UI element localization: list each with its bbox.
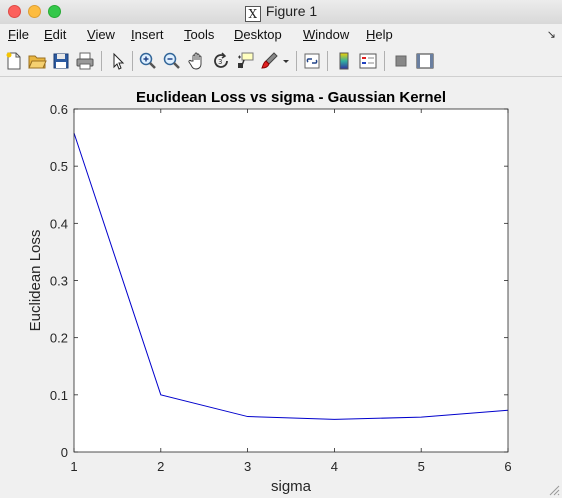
menu-file[interactable]: File bbox=[8, 27, 29, 42]
toolbar-separator bbox=[101, 51, 102, 71]
maximize-window-button[interactable] bbox=[48, 5, 61, 18]
close-window-button[interactable] bbox=[8, 5, 21, 18]
menu-insert[interactable]: Insert bbox=[131, 27, 164, 42]
new-figure-icon[interactable] bbox=[4, 51, 24, 71]
pan-icon[interactable] bbox=[187, 51, 207, 71]
brush-dropdown-icon[interactable] bbox=[281, 51, 291, 71]
menu-bar: File Edit View Insert Tools Desktop Wind… bbox=[0, 24, 562, 46]
menu-insert-label: nsert bbox=[134, 27, 164, 42]
legend-icon[interactable] bbox=[358, 51, 378, 71]
show-plot-tools-icon[interactable] bbox=[415, 51, 435, 71]
svg-text:3: 3 bbox=[218, 58, 222, 66]
zoom-in-icon[interactable] bbox=[138, 51, 158, 71]
toolbar-separator bbox=[327, 51, 328, 71]
window-title: Figure 1 bbox=[265, 3, 318, 19]
resize-grip-icon[interactable] bbox=[546, 482, 560, 496]
window-title-wrap: X Figure 1 bbox=[0, 3, 562, 22]
hide-plot-tools-icon[interactable] bbox=[391, 51, 411, 71]
series-line bbox=[73, 132, 509, 420]
menu-window-label: indow bbox=[315, 27, 350, 42]
rotate-3d-icon[interactable]: 3 bbox=[211, 51, 231, 71]
menu-tools-mnemonic: T bbox=[184, 27, 191, 42]
link-plot-icon[interactable] bbox=[302, 51, 322, 71]
menu-view-label: iew bbox=[95, 27, 115, 42]
pointer-icon[interactable] bbox=[108, 51, 128, 71]
toolbar-separator bbox=[384, 51, 385, 71]
x-tick-label: 2 bbox=[157, 459, 164, 474]
y-tick-label: 0 bbox=[61, 445, 68, 460]
menu-desktop-mnemonic: D bbox=[234, 27, 244, 42]
y-tick-label: 0.1 bbox=[50, 388, 68, 403]
y-tick-label: 0.2 bbox=[50, 331, 68, 346]
colorbar-icon[interactable] bbox=[334, 51, 354, 71]
menu-view-mnemonic: V bbox=[87, 27, 96, 42]
figure-canvas: 1 2 3 4 5 6 0 0.1 0.2 0.3 0.4 0.5 0.6 Euclidean Loss… bbox=[0, 77, 562, 498]
x-tick-label: 5 bbox=[418, 459, 425, 474]
menu-desktop[interactable]: Desktop bbox=[234, 27, 282, 42]
x-tick-label: 4 bbox=[331, 459, 338, 474]
brush-icon[interactable] bbox=[259, 51, 279, 71]
menu-help-label: elp bbox=[375, 27, 393, 42]
menu-file-label: ile bbox=[15, 27, 29, 42]
zoom-out-icon[interactable] bbox=[162, 51, 182, 71]
x-axis-label: sigma bbox=[271, 478, 312, 495]
menu-window[interactable]: Window bbox=[303, 27, 349, 42]
menu-help[interactable]: Help bbox=[366, 27, 393, 42]
figure-toolbar: 3 bbox=[0, 46, 562, 77]
menu-help-mnemonic: H bbox=[366, 27, 376, 42]
y-tick-label: 0.3 bbox=[50, 274, 68, 289]
y-axis-label: Euclidean Loss bbox=[27, 230, 44, 332]
menu-edit-label: dit bbox=[52, 27, 67, 42]
menu-edit-mnemonic: E bbox=[44, 27, 53, 42]
menu-window-mnemonic: W bbox=[303, 27, 316, 42]
menu-insert-mnemonic: I bbox=[131, 27, 135, 42]
dock-arrow-icon[interactable]: ↘ bbox=[546, 29, 556, 41]
title-bar[interactable]: X Figure 1 bbox=[0, 0, 562, 25]
y-tick-label: 0.5 bbox=[50, 159, 68, 174]
y-tick-label: 0.6 bbox=[50, 102, 68, 117]
print-icon[interactable] bbox=[75, 51, 95, 71]
menu-edit[interactable]: Edit bbox=[44, 27, 66, 42]
menu-view[interactable]: View bbox=[87, 27, 115, 42]
chart-title: Euclidean Loss vs sigma - Gaussian Kerne… bbox=[136, 89, 446, 106]
axes-background[interactable] bbox=[74, 109, 508, 452]
data-cursor-icon[interactable] bbox=[235, 51, 255, 71]
x-tick-label: 6 bbox=[504, 459, 511, 474]
menu-tools[interactable]: Tools bbox=[184, 27, 214, 42]
menu-file-mnemonic: F bbox=[8, 27, 16, 42]
x11-app-icon: X bbox=[244, 6, 261, 22]
plot-svg: 1 2 3 4 5 6 0 0.1 0.2 0.3 0.4 0.5 0.6 Euclidean Loss… bbox=[27, 89, 512, 495]
minimize-window-button[interactable] bbox=[28, 5, 41, 18]
open-file-icon[interactable] bbox=[27, 51, 47, 71]
axes-frame bbox=[73, 108, 509, 453]
x-tick-label: 1 bbox=[70, 459, 77, 474]
save-icon[interactable] bbox=[51, 51, 71, 71]
toolbar-separator bbox=[132, 51, 133, 71]
toolbar-separator bbox=[296, 51, 297, 71]
menu-desktop-label: esktop bbox=[243, 27, 282, 42]
y-tick-label: 0.4 bbox=[50, 216, 68, 231]
menu-tools-label: ools bbox=[190, 27, 215, 42]
x-tick-label: 3 bbox=[244, 459, 251, 474]
